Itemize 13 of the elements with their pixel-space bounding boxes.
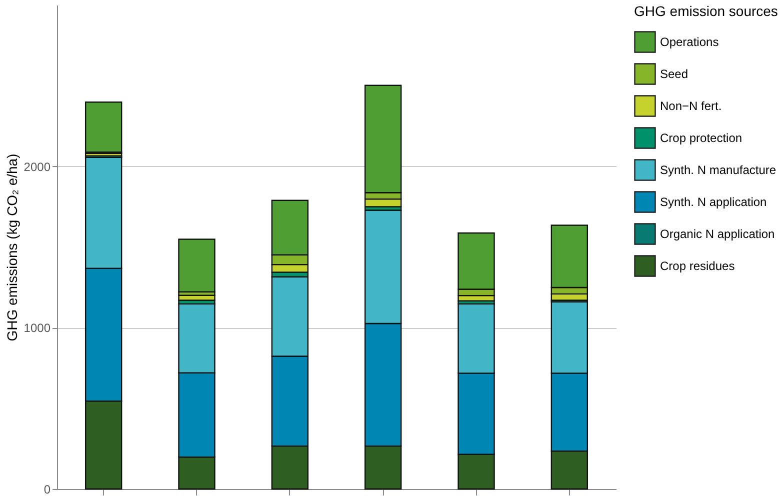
y-axis-title: GHG emissions (kg CO₂ e/ha) xyxy=(4,154,20,342)
y-tick-label: 0 xyxy=(44,482,51,496)
legend-label: Crop protection xyxy=(660,131,742,145)
legend-label: Synth. N application xyxy=(660,195,767,209)
legend-label: Organic N application xyxy=(660,227,775,241)
y-tick-label: 2000 xyxy=(24,160,51,174)
legend-label: Operations xyxy=(660,35,719,49)
y-tick-label: 1000 xyxy=(24,321,51,336)
legend-label: Non−N fert. xyxy=(660,99,722,113)
legend-label: Crop residues xyxy=(660,259,735,273)
legend-label: Synth. N manufacture xyxy=(660,163,776,177)
legend-title: GHG emission sources xyxy=(634,3,778,19)
legend-label: Seed xyxy=(660,67,688,81)
